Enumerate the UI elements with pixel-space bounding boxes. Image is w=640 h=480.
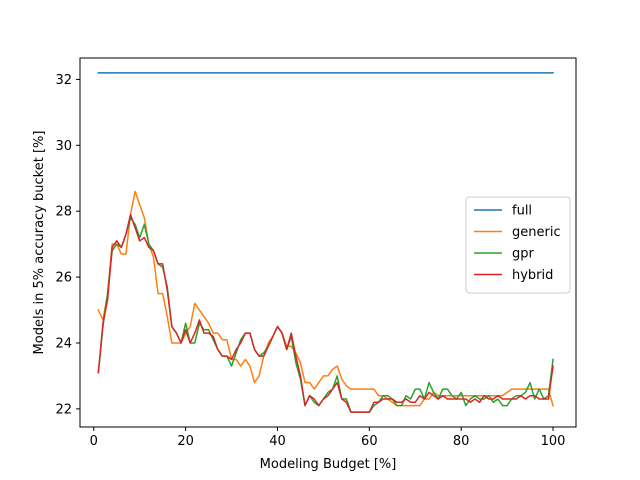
- legend: full generic gpr hybrid: [465, 196, 571, 294]
- plot-frame: [79, 57, 577, 428]
- y-axis-ticks: 22 24 26 28 30 32: [55, 73, 80, 417]
- x-tick-label: 60: [361, 434, 378, 449]
- legend-box: [465, 196, 571, 294]
- y-tick-label: 32: [55, 73, 72, 88]
- legend-label-gpr: gpr: [512, 247, 535, 262]
- x-tick-label: 0: [90, 434, 98, 449]
- y-tick-label: 24: [55, 336, 72, 351]
- x-tick-label: 100: [541, 434, 566, 449]
- y-tick-label: 26: [55, 271, 72, 286]
- series-line-generic: [97, 190, 554, 407]
- x-axis-label: Modeling Budget [%]: [260, 457, 397, 472]
- x-tick-label: 40: [269, 434, 286, 449]
- y-tick-label: 28: [55, 205, 72, 220]
- x-tick-label: 20: [177, 434, 194, 449]
- series-line-hybrid: [97, 213, 554, 413]
- x-axis-ticks: 0 20 40 60 80 100: [90, 427, 566, 449]
- y-tick-label: 30: [55, 139, 72, 154]
- legend-label-hybrid: hybrid: [512, 268, 553, 283]
- legend-label-generic: generic: [512, 225, 561, 240]
- y-tick-label: 22: [55, 402, 72, 417]
- plot-lines: [97, 72, 554, 413]
- x-tick-label: 80: [453, 434, 470, 449]
- y-axis-label: Models in 5% accuracy bucket [%]: [32, 131, 47, 355]
- legend-label-full: full: [512, 204, 532, 219]
